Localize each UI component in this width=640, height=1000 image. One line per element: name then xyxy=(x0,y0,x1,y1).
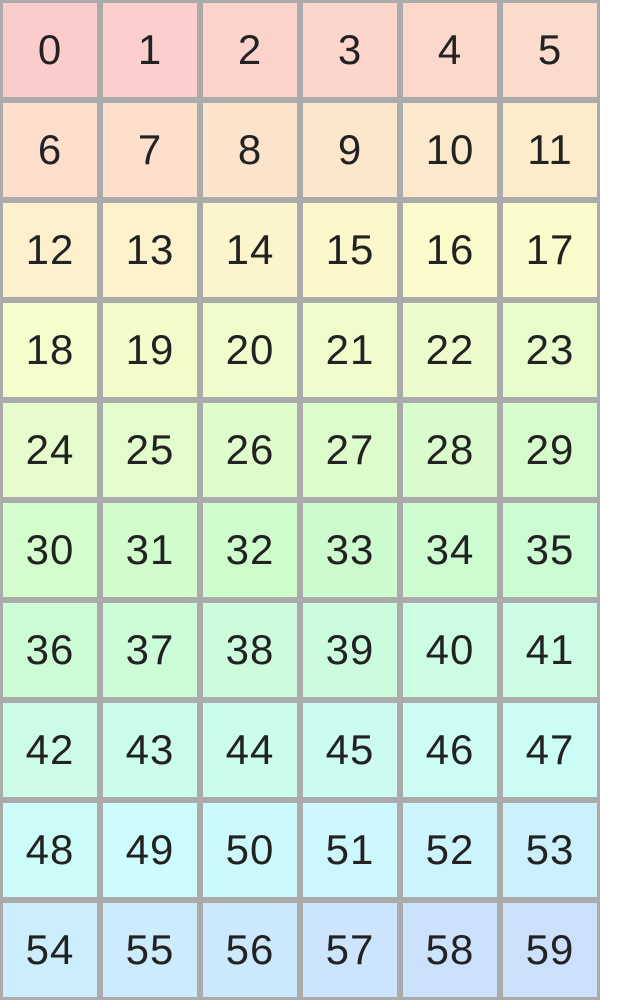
grid-cell-11[interactable]: 11 xyxy=(503,103,597,197)
grid-cell-10[interactable]: 10 xyxy=(403,103,497,197)
grid-cell-48[interactable]: 48 xyxy=(3,803,97,897)
grid-cell-19[interactable]: 19 xyxy=(103,303,197,397)
grid-cell-28[interactable]: 28 xyxy=(403,403,497,497)
grid-cell-25[interactable]: 25 xyxy=(103,403,197,497)
grid-cell-27[interactable]: 27 xyxy=(303,403,397,497)
number-grid: 0 1 2 3 4 5 6 7 8 9 10 11 12 13 14 15 16 17 18 19 20 21 22 23 24… xyxy=(0,0,600,1000)
grid-cell-24[interactable]: 24 xyxy=(3,403,97,497)
grid-cell-45[interactable]: 45 xyxy=(303,703,397,797)
grid-cell-26[interactable]: 26 xyxy=(203,403,297,497)
grid-cell-59[interactable]: 59 xyxy=(503,903,597,997)
grid-cell-56[interactable]: 56 xyxy=(203,903,297,997)
grid-cell-21[interactable]: 21 xyxy=(303,303,397,397)
grid-cell-35[interactable]: 35 xyxy=(503,503,597,597)
grid-cell-29[interactable]: 29 xyxy=(503,403,597,497)
grid-cell-41[interactable]: 41 xyxy=(503,603,597,697)
grid-cell-3[interactable]: 3 xyxy=(303,3,397,97)
grid-cell-0[interactable]: 0 xyxy=(3,3,97,97)
grid-cell-38[interactable]: 38 xyxy=(203,603,297,697)
grid-cell-5[interactable]: 5 xyxy=(503,3,597,97)
grid-cell-43[interactable]: 43 xyxy=(103,703,197,797)
grid-cell-18[interactable]: 18 xyxy=(3,303,97,397)
grid-cell-49[interactable]: 49 xyxy=(103,803,197,897)
grid-cell-31[interactable]: 31 xyxy=(103,503,197,597)
grid-cell-22[interactable]: 22 xyxy=(403,303,497,397)
grid-cell-6[interactable]: 6 xyxy=(3,103,97,197)
grid-cell-8[interactable]: 8 xyxy=(203,103,297,197)
grid-cell-55[interactable]: 55 xyxy=(103,903,197,997)
grid-cell-1[interactable]: 1 xyxy=(103,3,197,97)
grid-cell-20[interactable]: 20 xyxy=(203,303,297,397)
grid-cell-58[interactable]: 58 xyxy=(403,903,497,997)
grid-cell-30[interactable]: 30 xyxy=(3,503,97,597)
grid-cell-52[interactable]: 52 xyxy=(403,803,497,897)
grid-cell-37[interactable]: 37 xyxy=(103,603,197,697)
grid-cell-53[interactable]: 53 xyxy=(503,803,597,897)
grid-cell-12[interactable]: 12 xyxy=(3,203,97,297)
grid-cell-34[interactable]: 34 xyxy=(403,503,497,597)
grid-cell-40[interactable]: 40 xyxy=(403,603,497,697)
grid-cell-33[interactable]: 33 xyxy=(303,503,397,597)
grid-cell-13[interactable]: 13 xyxy=(103,203,197,297)
grid-cell-4[interactable]: 4 xyxy=(403,3,497,97)
grid-cell-9[interactable]: 9 xyxy=(303,103,397,197)
grid-cell-15[interactable]: 15 xyxy=(303,203,397,297)
grid-cell-7[interactable]: 7 xyxy=(103,103,197,197)
grid-cell-46[interactable]: 46 xyxy=(403,703,497,797)
grid-cell-36[interactable]: 36 xyxy=(3,603,97,697)
grid-cell-23[interactable]: 23 xyxy=(503,303,597,397)
grid-cell-50[interactable]: 50 xyxy=(203,803,297,897)
grid-cell-42[interactable]: 42 xyxy=(3,703,97,797)
grid-cell-32[interactable]: 32 xyxy=(203,503,297,597)
grid-cell-44[interactable]: 44 xyxy=(203,703,297,797)
grid-cell-2[interactable]: 2 xyxy=(203,3,297,97)
grid-cell-51[interactable]: 51 xyxy=(303,803,397,897)
grid-cell-57[interactable]: 57 xyxy=(303,903,397,997)
grid-cell-17[interactable]: 17 xyxy=(503,203,597,297)
grid-cell-14[interactable]: 14 xyxy=(203,203,297,297)
grid-cell-16[interactable]: 16 xyxy=(403,203,497,297)
grid-cell-39[interactable]: 39 xyxy=(303,603,397,697)
grid-cell-54[interactable]: 54 xyxy=(3,903,97,997)
grid-cell-47[interactable]: 47 xyxy=(503,703,597,797)
